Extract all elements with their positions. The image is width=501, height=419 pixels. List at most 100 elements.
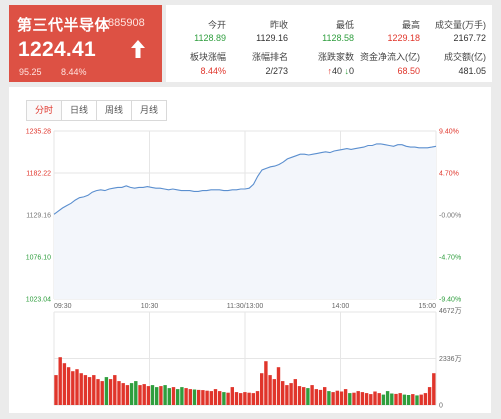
price-change-pct: 8.44% <box>61 67 87 77</box>
volume-bar <box>369 394 373 405</box>
volume-bar <box>54 375 58 405</box>
stat-label-turnover: 成交额(亿) <box>444 52 486 62</box>
volume-bar <box>62 363 67 405</box>
stat-value-net-inflow: 68.50 <box>397 66 420 76</box>
stat-value-prev-close: 1129.16 <box>256 33 288 43</box>
volume-bar <box>323 387 327 405</box>
volume-bar <box>415 395 419 405</box>
time-tick-label: 15:00 <box>418 303 436 310</box>
price-area <box>54 143 436 299</box>
volume-bar <box>155 387 159 405</box>
volume-bar <box>264 361 268 405</box>
volume-bar <box>71 371 75 405</box>
volume-bar <box>134 381 138 405</box>
tab-intraday[interactable]: 分时 <box>26 100 62 121</box>
volume-bar <box>377 393 381 405</box>
volume-bar <box>138 385 142 405</box>
stat-value-low: 1128.58 <box>322 33 354 43</box>
volume-bar <box>125 385 130 405</box>
price-tick-label: 1235.28 <box>26 129 51 136</box>
volume-bar <box>117 381 121 405</box>
up-arrow-icon <box>131 40 145 58</box>
volume-bar <box>159 386 163 405</box>
volume-bar <box>348 393 352 405</box>
decline-count: 0 <box>348 66 354 76</box>
volume-bar <box>385 391 390 405</box>
volume-bar <box>58 357 62 405</box>
tab-daily[interactable]: 日线 <box>61 100 97 121</box>
index-code: 885908 <box>108 17 145 29</box>
volume-bar <box>83 375 88 405</box>
volume-bar <box>201 390 205 405</box>
volume-bar <box>268 375 272 405</box>
volume-bar <box>427 387 432 405</box>
volume-bar <box>364 393 369 405</box>
volume-bar <box>255 391 260 405</box>
volume-bar <box>197 389 201 405</box>
volume-bar <box>142 384 146 405</box>
volume-bar <box>180 387 184 405</box>
stat-label-sector-change: 板块涨幅 <box>189 52 226 62</box>
volume-bar <box>243 392 247 405</box>
volume-bar <box>394 393 398 405</box>
price-tick-label: 1129.16 <box>26 213 51 220</box>
up-arrow-icon: ↑ <box>327 66 332 76</box>
volume-bar <box>121 383 125 405</box>
tab-weekly[interactable]: 周线 <box>96 100 132 121</box>
advance-count: 40 <box>331 66 342 76</box>
volume-bar <box>327 391 331 405</box>
pct-tick-label: -0.00% <box>439 213 461 220</box>
volume-bar <box>129 383 134 405</box>
volume-bar <box>272 379 276 405</box>
volume-bar <box>360 392 365 405</box>
volume-bar <box>184 388 188 405</box>
intraday-chart: 1235.28 1182.22 1129.16 1076.10 1023.04 9.40%… <box>26 129 462 410</box>
volume-bar <box>100 381 104 405</box>
stat-value-volume: 2167.72 <box>453 33 486 43</box>
volume-bar <box>226 392 230 405</box>
time-tick-label: 11:30/13:00 <box>227 303 264 310</box>
volume-bar <box>146 386 151 405</box>
price-line <box>53 143 437 215</box>
stats-panel: 今开 昨收 最低 最高 成交量(万手) 1128.89 1129.16 1128… <box>166 5 492 82</box>
volume-bar <box>339 391 344 405</box>
volume-bar <box>230 387 234 405</box>
volume-bar <box>302 387 306 405</box>
stat-label-advance-decline: 涨跌家数 <box>317 52 354 62</box>
volume-bar <box>113 375 117 405</box>
volume-bar <box>176 389 180 405</box>
volume-bar <box>335 390 339 405</box>
stat-value-open: 1128.89 <box>194 33 226 43</box>
volume-bar <box>209 391 213 405</box>
volume-bar <box>281 381 285 405</box>
volume-bar <box>108 379 113 405</box>
stat-label-rank: 涨幅排名 <box>251 52 288 62</box>
time-tick-label: 14:00 <box>332 303 350 310</box>
volume-bar <box>352 392 356 405</box>
volume-bar <box>356 391 360 405</box>
volume-bar <box>314 389 318 405</box>
volume-bar <box>171 387 176 405</box>
volume-bar <box>92 375 96 405</box>
volume-bar <box>276 367 281 405</box>
time-tick-label: 10:30 <box>141 303 159 310</box>
volume-bar <box>297 386 302 405</box>
price-tick-label: 1023.04 <box>26 297 51 304</box>
stat-value-sector-change: 8.44% <box>200 66 226 76</box>
volume-bar <box>390 393 394 405</box>
stat-label-net-inflow: 资金净流入(亿) <box>360 52 420 62</box>
pct-tick-label: 9.40% <box>439 129 459 136</box>
stat-value-turnover: 481.05 <box>458 66 486 76</box>
volume-bar <box>205 390 209 405</box>
volume-tick-label: 0 <box>439 403 443 410</box>
volume-bar <box>167 388 171 405</box>
volume-bar <box>331 392 335 405</box>
volume-bar <box>373 391 377 405</box>
pct-tick-label: -4.70% <box>439 255 461 262</box>
stat-label-high: 最高 <box>401 20 420 30</box>
chart-panel: 1235.28 1182.22 1129.16 1076.10 1023.04 9.40%… <box>9 87 491 413</box>
down-arrow-icon: ↓ <box>344 66 349 76</box>
tab-monthly[interactable]: 月线 <box>131 100 167 121</box>
stat-value-advance-decline: ↑40 ↓0 <box>284 66 354 76</box>
